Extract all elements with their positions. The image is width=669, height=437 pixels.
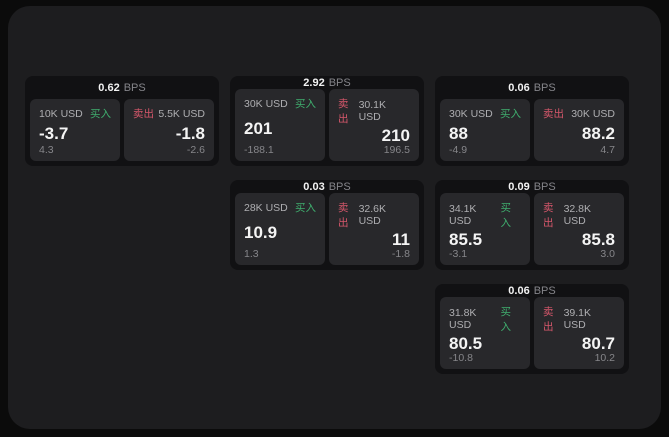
sell-amount: 39.1K USD (563, 307, 592, 331)
bps-unit-label: BPS (328, 76, 351, 89)
sell-delta: -2.6 (186, 144, 205, 156)
bps-unit-label: BPS (328, 180, 351, 193)
buy-delta: 1.3 (244, 248, 259, 260)
quote-card[interactable]: 0.03 BPS 28K USD 买入 10.9 1.3 卖出 32.6K US… (230, 180, 424, 270)
bps-header: 0.06 BPS (440, 284, 624, 297)
bps-value: 0.06 (508, 284, 530, 297)
buy-delta: -3.1 (449, 248, 468, 260)
sell-price: 85.8 (581, 230, 615, 249)
sell-quote[interactable]: 卖出 30.1K USD 210 196.5 (329, 89, 419, 161)
sell-quote[interactable]: 卖出 32.8K USD 85.8 3.0 (534, 193, 624, 265)
sell-price: 80.7 (581, 334, 615, 353)
buy-quote[interactable]: 30K USD 买入 201 -188.1 (235, 89, 325, 161)
buy-amount: 31.8K USD (449, 307, 477, 331)
quote-card[interactable]: 0.06 BPS 30K USD 买入 88 -4.9 卖出 30K USD 8… (435, 76, 629, 166)
buy-tag: 买入 (295, 98, 316, 110)
bps-value: 0.06 (508, 81, 530, 94)
sell-tag: 卖出 (133, 108, 154, 120)
sell-delta: 4.7 (600, 144, 615, 156)
buy-tag: 买入 (90, 108, 111, 120)
buy-quote[interactable]: 28K USD 买入 10.9 1.3 (235, 193, 325, 265)
sell-quote[interactable]: 卖出 5.5K USD -1.8 -2.6 (124, 99, 214, 161)
quote-card-grid: 0.62 BPS 10K USD 买入 -3.7 4.3 卖出 5.5K USD… (25, 76, 629, 374)
bps-value: 0.62 (98, 81, 120, 94)
bps-unit-label: BPS (533, 180, 556, 193)
buy-delta: -188.1 (244, 144, 274, 156)
bps-header: 0.62 BPS (30, 76, 214, 99)
buy-amount: 10K USD (39, 107, 83, 120)
sell-amount: 32.6K USD (358, 203, 387, 227)
sell-price: 88.2 (581, 123, 615, 143)
buy-quote[interactable]: 30K USD 买入 88 -4.9 (440, 99, 530, 161)
bps-unit-label: BPS (533, 81, 556, 94)
bps-value: 2.92 (303, 76, 325, 89)
sell-amount: 32.8K USD (563, 203, 592, 227)
buy-tag: 买入 (295, 202, 316, 214)
buy-tag: 买入 (500, 306, 511, 333)
buy-amount: 28K USD (244, 201, 288, 214)
quote-card[interactable]: 0.06 BPS 31.8K USD 买入 80.5 -10.8 卖出 39.1… (435, 284, 629, 374)
quote-card[interactable]: 0.62 BPS 10K USD 买入 -3.7 4.3 卖出 5.5K USD… (25, 76, 219, 166)
buy-delta: -4.9 (449, 144, 468, 156)
bps-header: 0.06 BPS (440, 76, 624, 99)
sell-tag: 卖出 (543, 108, 564, 120)
buy-delta: 4.3 (39, 144, 54, 156)
quote-card[interactable]: 0.09 BPS 34.1K USD 买入 85.5 -3.1 卖出 32.8K… (435, 180, 629, 270)
buy-price: 80.5 (449, 334, 483, 353)
sell-tag: 卖出 (543, 306, 554, 333)
buy-price: 201 (244, 118, 273, 138)
buy-price: -3.7 (39, 123, 69, 143)
bps-unit-label: BPS (533, 284, 556, 297)
buy-amount: 30K USD (244, 97, 288, 110)
buy-price: 85.5 (449, 230, 483, 249)
buy-quote[interactable]: 10K USD 买入 -3.7 4.3 (30, 99, 120, 161)
sell-delta: 10.2 (594, 352, 615, 364)
sell-amount: 30.1K USD (358, 99, 387, 123)
bps-header: 0.03 BPS (235, 180, 419, 193)
buy-amount: 34.1K USD (449, 203, 477, 227)
bps-value: 0.09 (508, 180, 530, 193)
sell-tag: 卖出 (338, 202, 349, 229)
buy-delta: -10.8 (449, 352, 473, 364)
bps-value: 0.03 (303, 180, 325, 193)
sell-tag: 卖出 (543, 202, 554, 229)
sell-quote[interactable]: 卖出 32.6K USD 11 -1.8 (329, 193, 419, 265)
sell-price: -1.8 (175, 123, 205, 143)
bps-header: 0.09 BPS (440, 180, 624, 193)
buy-quote[interactable]: 34.1K USD 买入 85.5 -3.1 (440, 193, 530, 265)
bps-unit-label: BPS (123, 81, 146, 94)
quote-card[interactable]: 2.92 BPS 30K USD 买入 201 -188.1 卖出 30.1K … (230, 76, 424, 166)
buy-price: 10.9 (244, 222, 278, 242)
buy-price: 88 (449, 123, 468, 143)
sell-amount: 5.5K USD (158, 107, 205, 120)
sell-quote[interactable]: 卖出 39.1K USD 80.7 10.2 (534, 297, 624, 369)
sell-quote[interactable]: 卖出 30K USD 88.2 4.7 (534, 99, 624, 161)
buy-quote[interactable]: 31.8K USD 买入 80.5 -10.8 (440, 297, 530, 369)
sell-price: 210 (381, 126, 410, 145)
sell-price: 11 (392, 230, 410, 249)
buy-tag: 买入 (500, 202, 511, 229)
bps-header: 2.92 BPS (235, 76, 419, 89)
buy-amount: 30K USD (449, 107, 493, 120)
sell-delta: 3.0 (600, 248, 615, 260)
sell-amount: 30K USD (571, 107, 615, 120)
buy-tag: 买入 (500, 108, 521, 120)
sell-delta: 196.5 (383, 144, 410, 156)
sell-tag: 卖出 (338, 98, 349, 125)
sell-delta: -1.8 (391, 248, 410, 260)
